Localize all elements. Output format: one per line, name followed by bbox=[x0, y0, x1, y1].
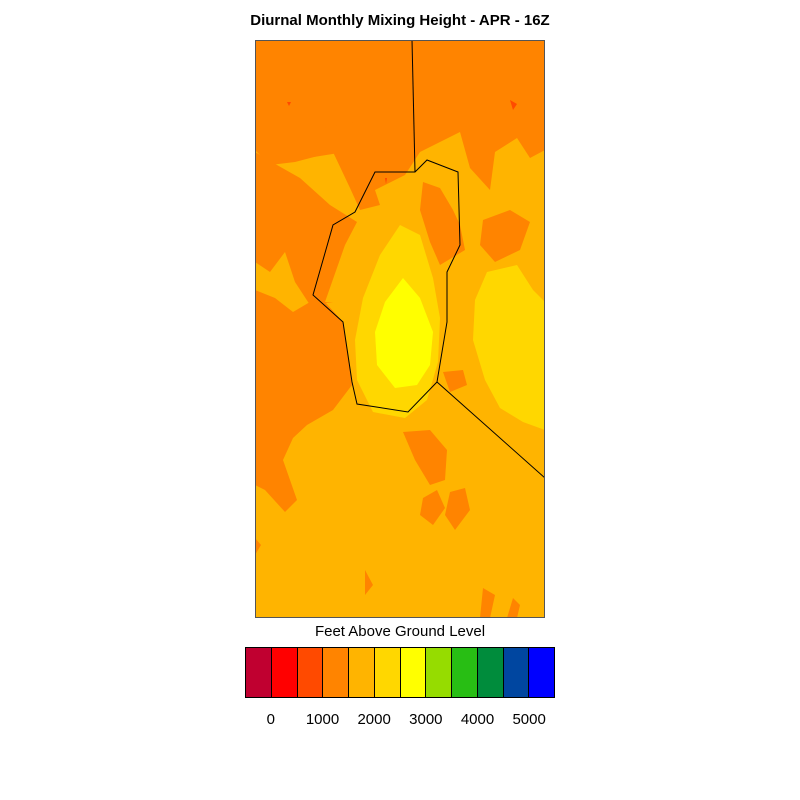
local-minimum-spots bbox=[287, 100, 517, 184]
colorbar-tick-label: 0 bbox=[266, 711, 275, 728]
colorbar-swatch bbox=[426, 648, 452, 697]
chart-title: Diurnal Monthly Mixing Height - APR - 16… bbox=[250, 12, 550, 29]
colorbar-swatch bbox=[246, 648, 272, 697]
colorbar-tick-labels: 0 1000 2000 3000 4000 5000 bbox=[245, 711, 555, 731]
boundary-lines bbox=[312, 40, 545, 479]
colorbar-swatch bbox=[349, 648, 375, 697]
colorbar bbox=[245, 647, 555, 698]
legend-title: Feet Above Ground Level bbox=[314, 623, 486, 640]
colorbar-swatch bbox=[503, 648, 530, 697]
colorbar-swatch bbox=[271, 648, 298, 697]
colorbar-swatch bbox=[477, 648, 504, 697]
colorbar-tick-label: 1000 bbox=[305, 711, 340, 728]
lower-mixing-height-zones bbox=[255, 40, 545, 618]
colorbar-swatch bbox=[323, 648, 349, 697]
colorbar-swatch bbox=[452, 648, 478, 697]
colorbar-tick-label: 2000 bbox=[357, 711, 391, 728]
colorbar-swatch bbox=[374, 648, 401, 697]
map-frame bbox=[255, 40, 545, 618]
mixing-height-map bbox=[255, 40, 545, 618]
colorbar-swatch bbox=[297, 648, 324, 697]
colorbar-swatch bbox=[529, 648, 554, 697]
peak-mixing-height-core bbox=[375, 278, 433, 388]
colorbar-tick-label: 5000 bbox=[512, 711, 546, 728]
colorbar-tick-label: 4000 bbox=[460, 711, 495, 728]
southeast-border-line bbox=[436, 381, 545, 479]
colorbar-tick-label: 3000 bbox=[409, 711, 443, 728]
colorbar-swatch bbox=[400, 648, 427, 697]
northern-border-line bbox=[411, 40, 416, 173]
outlined-region-border bbox=[312, 159, 461, 413]
